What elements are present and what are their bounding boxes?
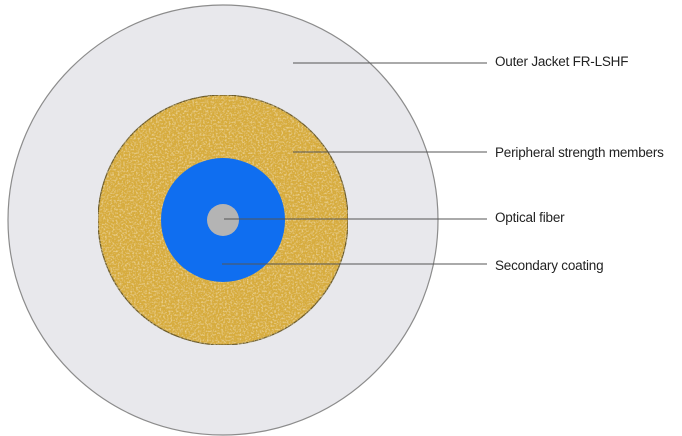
optical-fiber-core: [207, 204, 239, 236]
label-peripheral-strength-members: Peripheral strength members: [495, 145, 664, 160]
label-outer-jacket: Outer Jacket FR-LSHF: [495, 54, 629, 69]
label-optical-fiber: Optical fiber: [495, 210, 565, 225]
label-secondary-coating: Secondary coating: [495, 258, 604, 273]
